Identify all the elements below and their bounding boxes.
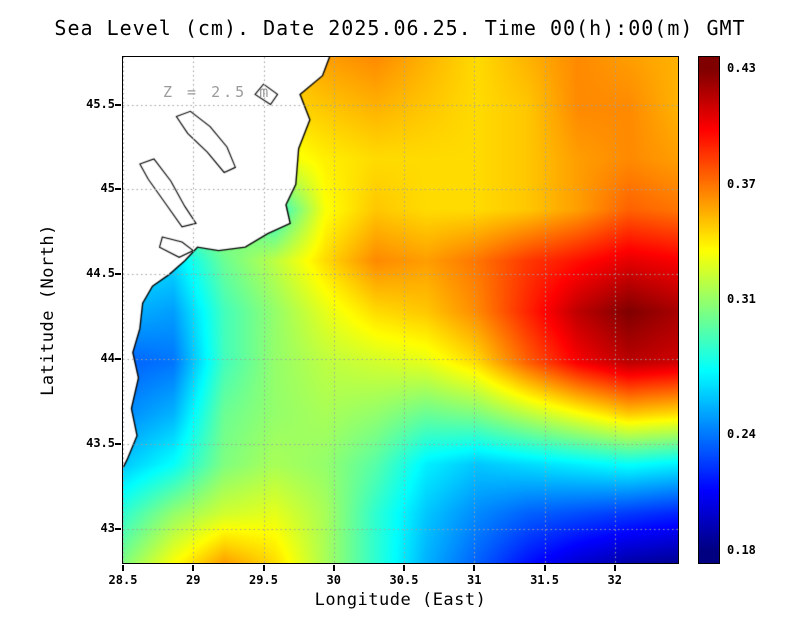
colorbar-tick-label: 0.24 xyxy=(727,427,756,442)
y-tick-mark xyxy=(115,273,121,276)
y-tick-mark xyxy=(115,103,121,106)
x-tick-label: 32 xyxy=(607,573,622,587)
x-tick-mark xyxy=(122,565,124,571)
y-tick-mark xyxy=(115,443,121,446)
y-tick-label: 44 xyxy=(100,351,115,366)
x-tick-label: 30.5 xyxy=(389,573,419,587)
y-tick-label: 43 xyxy=(100,521,115,536)
x-tick-mark xyxy=(403,565,405,571)
plot-area: Z = 2.5 m xyxy=(122,56,679,564)
y-tick-label: 43.5 xyxy=(86,436,115,451)
colorbar-tick-label: 0.43 xyxy=(727,61,756,75)
x-tick-label: 31 xyxy=(467,573,482,587)
x-tick-mark xyxy=(332,565,335,571)
x-tick-label: 30 xyxy=(326,573,341,587)
colorbar xyxy=(698,56,720,564)
y-tick-mark xyxy=(115,528,121,531)
y-tick-label: 45 xyxy=(100,181,115,196)
y-tick-mark xyxy=(115,358,121,361)
sea-level-heatmap xyxy=(123,57,678,563)
depth-annotation: Z = 2.5 m xyxy=(163,83,272,101)
x-tick-mark xyxy=(613,565,616,571)
x-tick-label: 28.5 xyxy=(108,573,138,587)
colorbar-tick-label: 0.37 xyxy=(727,176,756,191)
x-tick-label: 29.5 xyxy=(249,573,278,587)
x-tick-mark xyxy=(262,565,265,571)
y-tick-mark xyxy=(115,188,121,191)
y-tick-label: 45.5 xyxy=(86,96,115,111)
y-tick-label: 44.5 xyxy=(86,266,115,281)
y-axis-title: Latitude (North) xyxy=(38,224,58,396)
x-tick-mark xyxy=(473,565,476,571)
x-tick-mark xyxy=(192,565,195,571)
colorbar-tick-label: 0.18 xyxy=(727,543,756,557)
x-tick-label: 29 xyxy=(186,573,201,587)
x-tick-mark xyxy=(543,565,546,571)
chart-title: Sea Level (cm). Date 2025.06.25. Time 00… xyxy=(54,16,746,40)
colorbar-tick-label: 0.31 xyxy=(727,292,756,307)
x-tick-label: 31.5 xyxy=(530,573,559,587)
x-axis-title: Longitude (East) xyxy=(314,590,487,610)
